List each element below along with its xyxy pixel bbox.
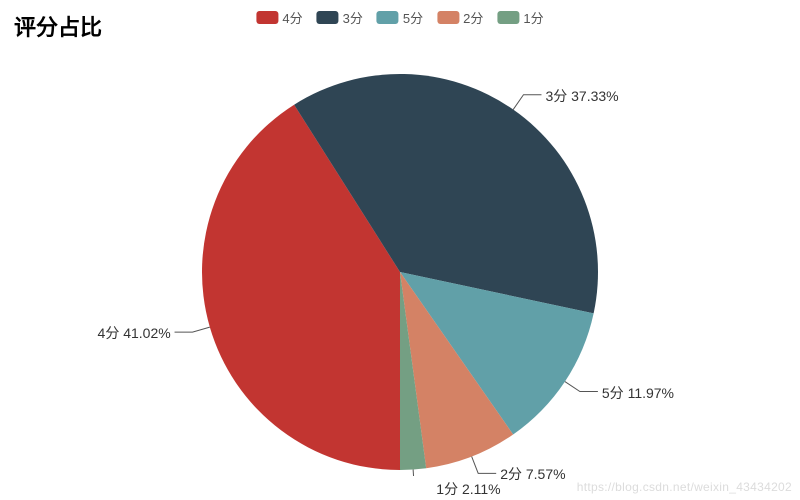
legend-swatch <box>437 11 459 24</box>
legend: 4分 3分 5分 2分 1分 <box>256 8 543 27</box>
slice-label: 3分 37.33% <box>545 86 618 106</box>
leader-line <box>175 327 210 332</box>
slice-label: 4分 41.02% <box>98 323 171 343</box>
leader-line <box>565 382 598 392</box>
legend-label: 3分 <box>343 8 363 27</box>
pie-chart: 4分 41.02%3分 37.33%5分 11.97%2分 7.57%1分 2.… <box>0 36 800 476</box>
legend-item[interactable]: 4分 <box>256 8 302 27</box>
legend-item[interactable]: 1分 <box>497 8 543 27</box>
legend-item[interactable]: 5分 <box>377 8 423 27</box>
slice-label: 5分 11.97% <box>602 383 674 403</box>
leader-line <box>413 470 432 476</box>
legend-label: 2分 <box>463 8 483 27</box>
legend-swatch <box>317 11 339 24</box>
leader-line <box>472 457 497 474</box>
legend-swatch <box>377 11 399 24</box>
legend-label: 1分 <box>523 8 543 27</box>
legend-label: 5分 <box>403 8 423 27</box>
slice-label: 2分 7.57% <box>500 464 565 484</box>
legend-label: 4分 <box>282 8 302 27</box>
leader-line <box>513 95 541 110</box>
legend-swatch <box>256 11 278 24</box>
legend-item[interactable]: 3分 <box>317 8 363 27</box>
legend-item[interactable]: 2分 <box>437 8 483 27</box>
slice-label: 1分 2.11% <box>436 479 500 499</box>
legend-swatch <box>497 11 519 24</box>
watermark: https://blog.csdn.net/weixin_43434202 <box>577 480 792 494</box>
